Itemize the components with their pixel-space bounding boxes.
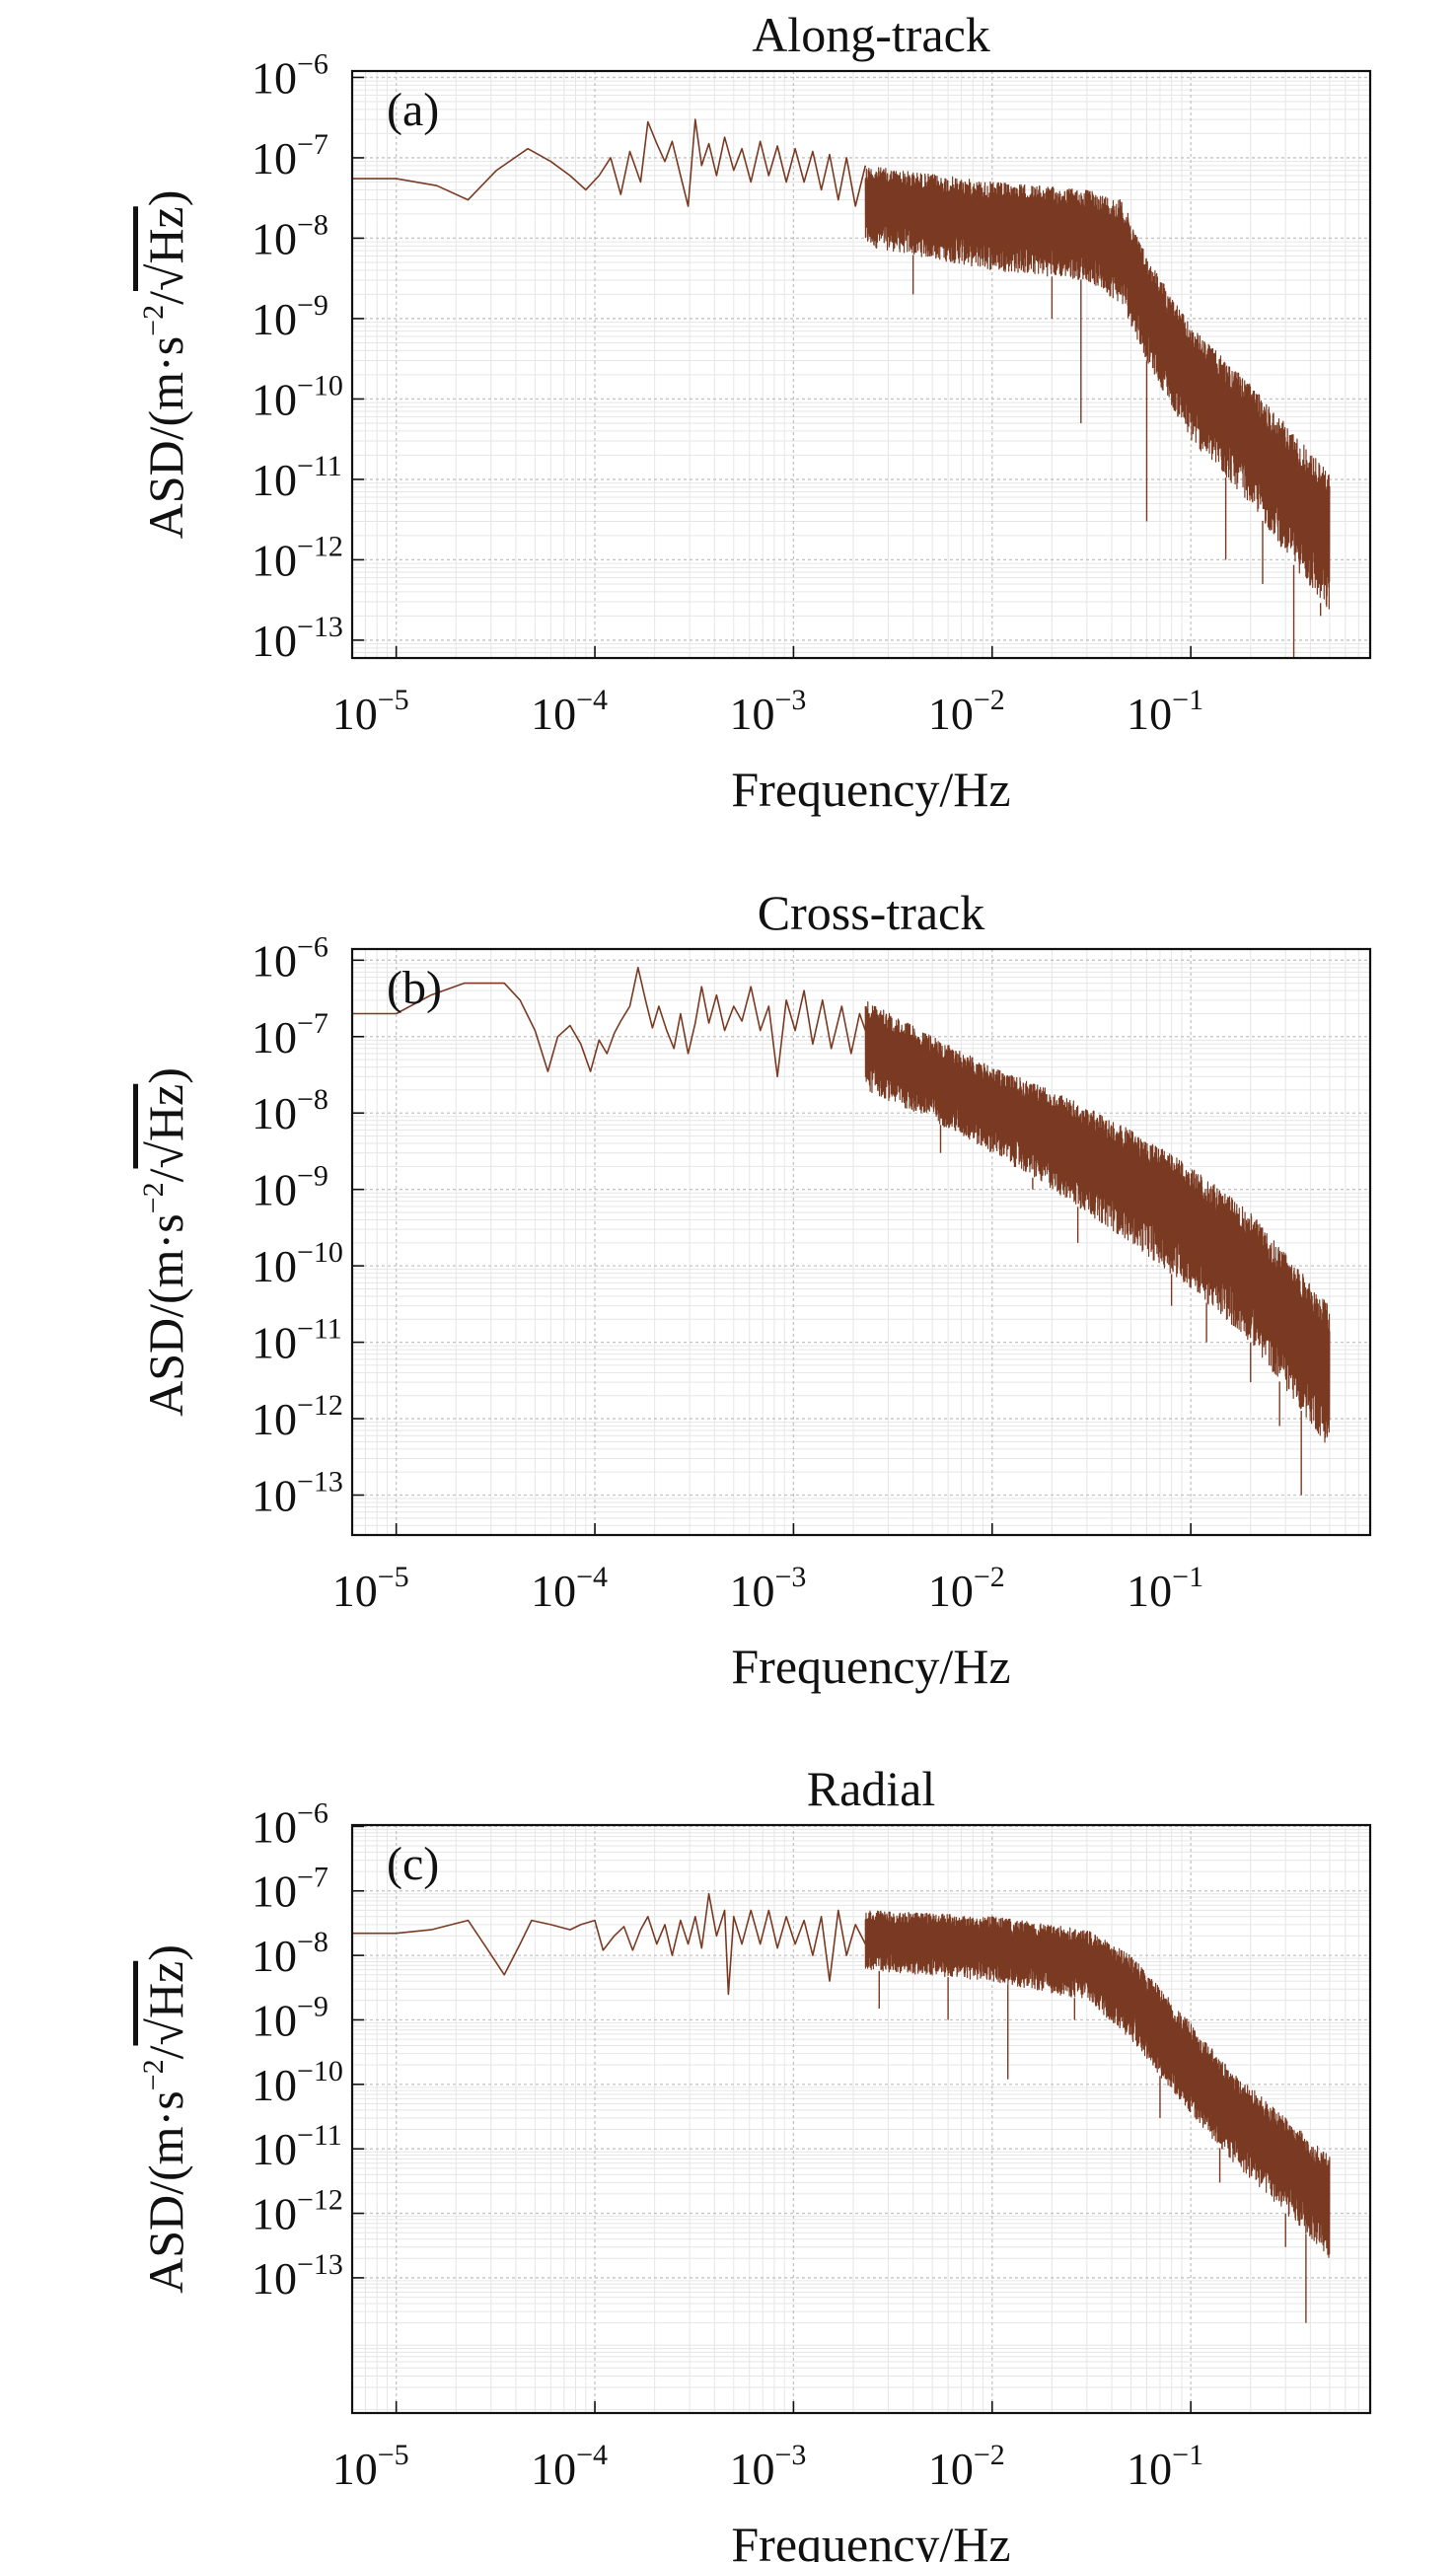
minor-grid [352,1825,1370,2413]
y-tick-label: 10−8 [252,1083,328,1138]
y-tick-label: 10−9 [252,1160,328,1215]
x-tick-label: 10−2 [928,1561,1005,1616]
y-axis-label: ASD/(m·s−2/√Hz) [137,1944,193,2294]
panel-c: 10−5 10−4 10−3 10−2 10−1 10−6 10−7 10−8 10−9 10−1… [137,1761,1372,2562]
y-tick-label: 10−11 [252,2119,342,2174]
chart-title: Cross-track [758,885,985,940]
x-tick-label: 10−3 [729,684,806,739]
plot-frame [350,947,1372,1537]
panel-label: (a) [387,84,439,136]
series-asd [352,1892,1331,2323]
minor-grid [352,949,1370,1535]
y-tick-label: 10−6 [252,930,328,986]
x-tick-label: 10−5 [332,684,409,739]
y-tick-label: 10−13 [252,1466,343,1521]
y-tick-label: 10−11 [252,450,342,505]
x-tick-label: 10−2 [928,684,1005,739]
y-tick-label: 10−8 [252,1926,328,1981]
tick-marks [352,76,1192,658]
x-tick-label: 10−3 [729,1561,806,1616]
y-tick-label: 10−6 [252,1796,328,1852]
x-axis-label: Frequency/Hz [731,1639,1010,1694]
chart-title: Along-track [752,7,990,62]
x-tick-label: 10−3 [729,2439,806,2494]
y-tick-label: 10−9 [252,289,328,344]
series-line-low-freq [352,966,867,1078]
x-tick-label: 10−2 [928,2439,1005,2494]
series-asd [352,118,1331,658]
series-asd [352,966,1331,1496]
x-axis-label: Frequency/Hz [731,2517,1010,2562]
x-tick-label: 10−5 [332,1561,409,1616]
series-line-low-freq [352,1892,867,1996]
y-tick-label: 10−6 [252,47,328,103]
y-tick-label: 10−10 [252,369,343,424]
series-band [865,180,1330,573]
y-tick-label: 10−7 [252,1862,328,1917]
y-axis-label: ASD/(m·s−2/√Hz) [137,1067,193,1417]
y-axis-label: ASD/(m·s−2/√Hz) [137,190,193,540]
y-tick-label: 10−13 [252,611,343,666]
panel-label: (c) [387,1838,439,1890]
x-tick-label: 10−5 [332,2439,409,2494]
y-tick-label: 10−7 [252,1007,328,1062]
series-line-low-freq [352,118,867,207]
x-tick-label: 10−1 [1127,1561,1203,1616]
y-tick-label: 10−9 [252,1990,328,2045]
plot-frame [350,69,1372,660]
tick-marks [352,959,1192,1535]
y-tick-label: 10−12 [252,530,343,585]
y-tick-label: 10−11 [252,1313,342,1368]
x-tick-label: 10−4 [531,684,608,739]
series-band [865,1016,1330,1407]
panel-label: (b) [387,962,442,1014]
x-tick-label: 10−1 [1127,684,1203,739]
y-tick-label: 10−10 [252,1236,343,1291]
y-tick-label: 10−12 [252,2184,343,2239]
chart-title: Radial [807,1761,936,1816]
panel-b: 10−5 10−4 10−3 10−2 10−1 10−6 10−7 10−8 10−9 10−1… [137,885,1372,1694]
y-tick-label: 10−10 [252,2055,343,2110]
y-tick-label: 10−7 [252,128,328,183]
plot-frame [350,1823,1372,2415]
x-tick-label: 10−4 [531,1561,608,1616]
y-tick-label: 10−12 [252,1389,343,1444]
y-tick-label: 10−13 [252,2248,343,2304]
tick-marks [352,1825,1192,2413]
x-tick-label: 10−4 [531,2439,608,2494]
x-axis-label: Frequency/Hz [731,762,1010,817]
panel-a: 10−5 10−4 10−3 10−2 10−1 10−6 10−7 10−8 10−9 10−1… [137,7,1372,817]
series-band [865,1921,1330,2228]
y-tick-label: 10−8 [252,208,328,263]
x-tick-label: 10−1 [1127,2439,1203,2494]
